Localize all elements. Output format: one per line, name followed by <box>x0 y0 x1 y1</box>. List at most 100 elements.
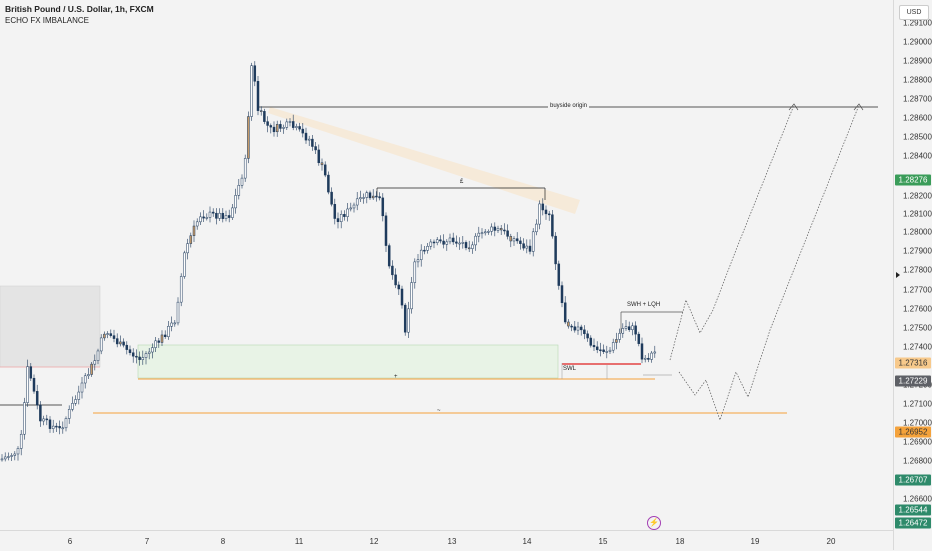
candle-body <box>266 121 269 126</box>
price-tick-label: 1.28000 <box>903 227 932 237</box>
candle-body <box>227 215 231 218</box>
buyside-arrow-2 <box>853 103 864 111</box>
price-tick-label: 1.27600 <box>903 304 932 314</box>
candle-body <box>205 217 209 219</box>
price-tick-label: 1.27900 <box>903 246 932 256</box>
candle-body <box>320 162 324 166</box>
candle-body <box>397 284 401 290</box>
price-tick-label: 1.26900 <box>903 437 932 447</box>
candle-body <box>570 325 573 328</box>
time-tick-label: 20 <box>826 537 836 546</box>
candle-body <box>157 340 161 343</box>
candle-body <box>272 126 276 133</box>
candle-body <box>560 285 564 304</box>
candle-body <box>189 235 193 244</box>
price-chart[interactable] <box>0 0 893 530</box>
price-tick-label: 1.29100 <box>903 18 932 28</box>
candle-body <box>423 249 426 252</box>
candle-body <box>362 197 365 199</box>
scroll-arrow-icon[interactable] <box>896 272 900 278</box>
candle-body <box>314 146 317 151</box>
symbol-title[interactable]: British Pound / U.S. Dollar, 1h, FXCM <box>5 4 154 14</box>
candle-body <box>119 341 122 345</box>
currency-button[interactable]: USD <box>899 5 929 20</box>
candle-body <box>237 185 241 196</box>
candle-body <box>311 138 314 147</box>
swl-label: SWL <box>563 366 577 372</box>
candle-body <box>605 351 609 353</box>
lower-line-label: ~ <box>437 408 441 414</box>
candle-body <box>576 326 580 331</box>
candle-body <box>80 382 84 393</box>
candle-body <box>407 308 410 333</box>
candle-body <box>151 347 154 353</box>
time-axis[interactable]: 6 7 8 11 12 13 14 15 18 19 20 <box>0 530 893 551</box>
chart-area[interactable] <box>0 0 893 530</box>
candle-body <box>61 427 65 430</box>
candle-body <box>269 125 273 128</box>
candle-body <box>231 207 234 218</box>
candle-body <box>327 174 330 193</box>
candle-body <box>522 243 525 249</box>
candle-body <box>215 212 218 219</box>
candle-body <box>259 110 263 112</box>
candle-body <box>506 230 509 237</box>
candle-body <box>48 419 52 429</box>
candle-body <box>224 215 228 219</box>
candle-body <box>0 458 4 461</box>
candle-body <box>3 456 7 460</box>
candle-body <box>96 350 100 361</box>
candle-body <box>615 339 618 343</box>
candle-body <box>179 276 183 303</box>
candle-body <box>618 333 621 340</box>
candle-body <box>650 352 653 360</box>
candle-body <box>234 195 237 209</box>
candle-body <box>173 322 177 325</box>
candle-body <box>499 228 503 231</box>
candle-body <box>487 231 490 233</box>
time-tick-label: 19 <box>750 537 760 546</box>
candle-body <box>333 203 337 219</box>
price-tick-label: 1.28500 <box>903 132 932 142</box>
candle-body <box>163 334 167 337</box>
candle-body <box>371 195 375 199</box>
candle-body <box>448 237 452 243</box>
candle-body <box>211 211 215 214</box>
candle-body <box>608 349 612 352</box>
price-tick-label: 1.28600 <box>903 113 932 123</box>
candle-body <box>439 239 442 242</box>
candle-body <box>429 241 433 247</box>
candle-body <box>480 232 484 235</box>
price-tick-label: 1.28400 <box>903 151 932 161</box>
candle-body <box>26 366 29 403</box>
candle-body <box>112 335 116 339</box>
candle-body <box>144 353 148 358</box>
candle-body <box>496 228 500 231</box>
time-tick-label: 14 <box>522 537 532 546</box>
candle-body <box>624 326 628 329</box>
candle-body <box>503 229 506 232</box>
indicator-name[interactable]: ECHO FX IMBALANCE <box>5 16 90 25</box>
candle-body <box>413 261 417 283</box>
candle-body <box>535 223 538 233</box>
candle-body <box>285 121 289 128</box>
candle-body <box>16 448 20 455</box>
candle-body <box>627 326 631 330</box>
candle-body <box>221 212 225 219</box>
candle-body <box>586 333 589 339</box>
price-tag: 1.27229 <box>895 375 931 387</box>
candle-body <box>547 213 551 216</box>
candle-body <box>256 81 260 111</box>
price-tick-label: 1.28100 <box>903 209 932 219</box>
candle-body <box>400 288 404 306</box>
trend-band <box>268 107 580 214</box>
events-lightning-icon[interactable]: ⚡ <box>647 516 661 530</box>
candle-body <box>323 164 327 176</box>
candle-body <box>375 195 378 198</box>
candle-body <box>288 121 292 123</box>
candle-body <box>595 346 599 351</box>
candle-body <box>19 433 23 449</box>
candle-body <box>567 321 570 327</box>
candle-body <box>426 246 429 251</box>
candle-body <box>106 333 109 335</box>
